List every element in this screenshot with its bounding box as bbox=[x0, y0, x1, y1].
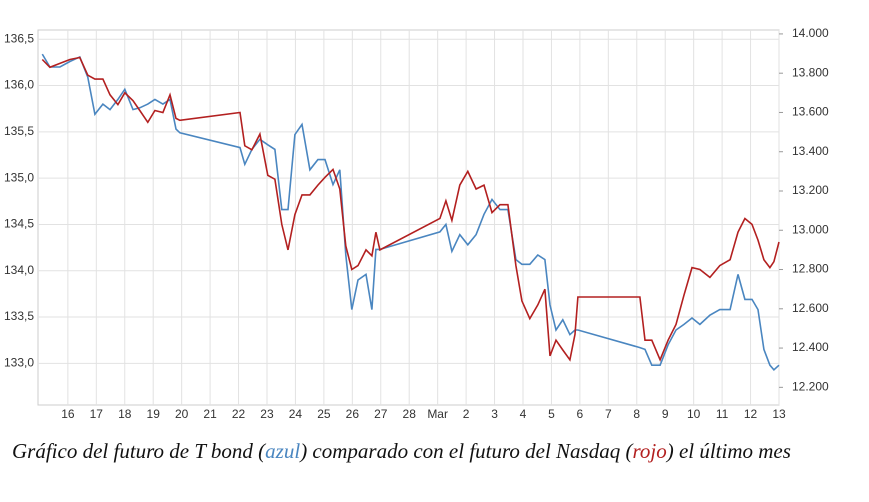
x-tick-label: 26 bbox=[346, 407, 360, 421]
x-tick-label: 11 bbox=[716, 407, 729, 421]
y-tick-label: 136,0 bbox=[4, 78, 34, 92]
chart: 16 17 18 19 20 21 22 23 24 25 26 27 28 Mar 2 3 4 5 6 7 8 9 10 1… bbox=[4, 26, 829, 421]
x-tick-label: 4 bbox=[520, 407, 527, 421]
y2-tick-label: 13.800 bbox=[792, 65, 829, 79]
x-tick-label: 3 bbox=[491, 407, 498, 421]
caption-text: Gráfico del futuro de T bond ( bbox=[12, 439, 266, 463]
caption-text: ) el último mes bbox=[666, 439, 791, 463]
y2-tick-label: 13.600 bbox=[792, 105, 829, 119]
series-line bbox=[41, 53, 780, 371]
caption-blue: azul bbox=[265, 439, 301, 463]
plot-area bbox=[37, 29, 780, 406]
x-tick-label: Mar bbox=[427, 407, 448, 421]
y-tick-label: 135,5 bbox=[4, 124, 34, 138]
x-tick-label: 27 bbox=[374, 407, 388, 421]
caption-text: ) comparado con el futuro del Nasdaq ( bbox=[300, 439, 633, 463]
x-tick-label: 12 bbox=[744, 407, 758, 421]
x-tick-label: 5 bbox=[548, 407, 555, 421]
x-tick-label: 7 bbox=[605, 407, 612, 421]
y2-tick-label: 12.600 bbox=[792, 301, 829, 315]
y2-tick-label: 12.800 bbox=[792, 262, 829, 276]
x-tick-label: 20 bbox=[175, 407, 189, 421]
x-tick-label: 21 bbox=[203, 407, 217, 421]
x-tick-label: 28 bbox=[403, 407, 417, 421]
y2-tick-label: 12.400 bbox=[792, 340, 829, 354]
x-tick-label: 8 bbox=[633, 407, 640, 421]
x-tick-label: 23 bbox=[260, 407, 274, 421]
y-tick-label: 135,0 bbox=[4, 170, 34, 184]
y-tick-label: 136,5 bbox=[4, 31, 34, 45]
y2-tick-label: 13.400 bbox=[792, 144, 829, 158]
x-tick-label: 9 bbox=[662, 407, 669, 421]
x-tick-label: 2 bbox=[463, 407, 470, 421]
y-tick-label: 134,0 bbox=[4, 263, 34, 277]
y2-tick-label: 12.200 bbox=[792, 380, 829, 394]
y-tick-label: 133,0 bbox=[4, 356, 34, 370]
x-tick-label: 22 bbox=[232, 407, 246, 421]
y2-tick-label: 13.200 bbox=[792, 183, 829, 197]
x-tick-label: 24 bbox=[289, 407, 303, 421]
x-tick-label: 18 bbox=[118, 407, 132, 421]
caption-red: rojo bbox=[632, 439, 667, 463]
series-line bbox=[41, 56, 780, 362]
y2-tick-label: 14.000 bbox=[792, 26, 829, 40]
y2-tick-label: 13.000 bbox=[792, 222, 829, 236]
y-tick-label: 133,5 bbox=[4, 309, 34, 323]
x-tick-label: 25 bbox=[317, 407, 331, 421]
x-tick-label: 17 bbox=[90, 407, 104, 421]
caption: Gráfico del futuro de T bond (azul) comp… bbox=[12, 438, 867, 465]
x-tick-label: 19 bbox=[147, 407, 161, 421]
x-tick-label: 6 bbox=[577, 407, 584, 421]
x-tick-label: 13 bbox=[772, 407, 786, 421]
y-tick-label: 134,5 bbox=[4, 217, 34, 231]
x-tick-label: 16 bbox=[61, 407, 75, 421]
x-tick-label: 10 bbox=[687, 407, 701, 421]
